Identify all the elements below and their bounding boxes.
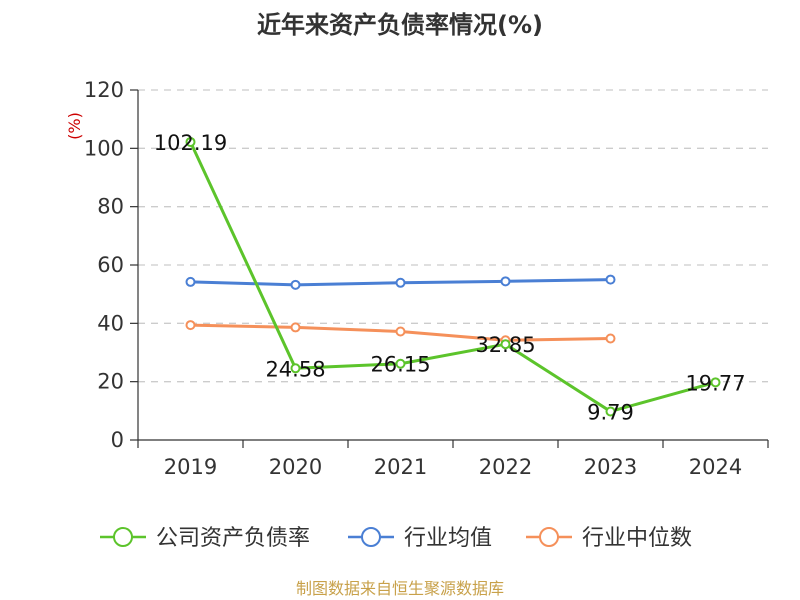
data-point [395, 326, 406, 337]
data-point [395, 277, 406, 288]
series-0 [185, 136, 721, 417]
data-point [605, 274, 616, 285]
data-point [605, 333, 616, 344]
data-point [395, 358, 406, 369]
data-point [710, 377, 721, 388]
data-label: 19.77 [685, 371, 745, 395]
chart-title: 近年来资产负债率情况(%) [257, 11, 543, 39]
axes: 0 20 40 60 80 100 120 2019 2020 2021 2022 2023 2024 [84, 78, 769, 479]
source-note: 制图数据来自恒生聚源数据库 [296, 579, 504, 598]
legend-item: 公司资产负债率 [100, 526, 310, 551]
legend: 公司资产负债率 行业均值 行业中位数 [100, 526, 692, 551]
data-point [185, 320, 196, 331]
x-tick-label: 2020 [269, 455, 322, 479]
y-tick-label: 100 [84, 136, 124, 160]
grid-lines [138, 89, 768, 383]
legend-marker [361, 527, 381, 547]
legend-marker [113, 527, 133, 547]
series-2 [185, 320, 616, 346]
data-point [185, 136, 196, 147]
series-line [189, 141, 716, 413]
y-tick-label: 0 [111, 428, 124, 452]
legend-item: 行业中位数 [526, 526, 692, 551]
y-tick-label: 80 [97, 195, 124, 219]
data-point [185, 276, 196, 287]
y-tick-label: 60 [97, 253, 124, 277]
data-point [500, 276, 511, 287]
x-tick-label: 2022 [479, 455, 532, 479]
legend-label: 公司资产负债率 [156, 526, 310, 551]
y-tick-label: 120 [84, 78, 124, 102]
legend-label: 行业均值 [404, 526, 492, 551]
legend-marker [539, 527, 559, 547]
x-tick-label: 2024 [689, 455, 742, 479]
data-point [290, 322, 301, 333]
data-label: 32.85 [475, 333, 535, 357]
data-label: 9.79 [587, 400, 634, 424]
data-point [500, 339, 511, 350]
data-point [605, 406, 616, 417]
data-label: 102.19 [154, 131, 227, 155]
series-1 [185, 274, 616, 290]
data-point [290, 279, 301, 290]
series-group [185, 136, 721, 417]
data-label: 26.15 [370, 353, 430, 377]
data-label: 24.58 [265, 357, 325, 381]
x-tick-label: 2023 [584, 455, 637, 479]
legend-item: 行业均值 [348, 526, 492, 551]
y-tick-label: 40 [97, 311, 124, 335]
x-tick-label: 2021 [374, 455, 427, 479]
x-tick-label: 2019 [164, 455, 217, 479]
data-point [290, 363, 301, 374]
y-tick-label: 20 [97, 370, 124, 394]
legend-label: 行业中位数 [582, 526, 692, 551]
y-axis-unit-label: (%) [65, 112, 84, 140]
data-labels: 102.19 24.58 26.15 32.85 9.79 19.77 [154, 131, 746, 425]
